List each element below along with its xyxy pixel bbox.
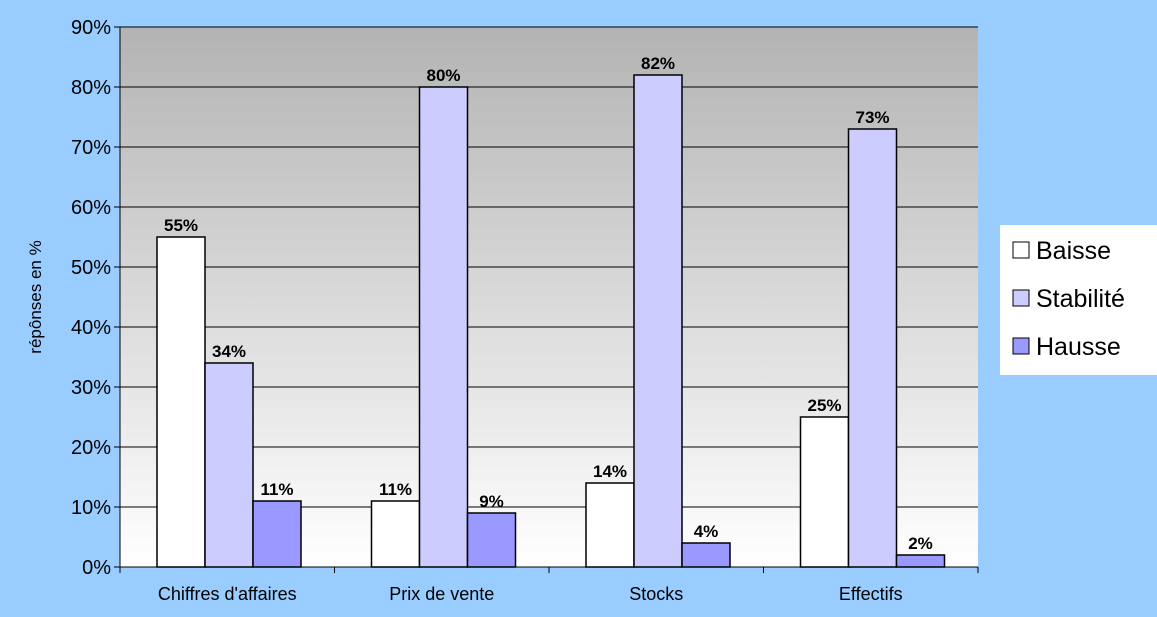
data-labels: 55% 34% 11% 11% 80% 9% 14% 82% 4% 25% 73% 2% (164, 54, 933, 553)
legend-label: Baisse (1036, 237, 1111, 265)
y-tick-label: 60% (71, 197, 111, 219)
data-label: 14% (593, 462, 627, 481)
legend-swatch (1012, 337, 1030, 355)
bar-baisse-1 (156, 236, 206, 568)
data-label: 9% (479, 492, 504, 511)
y-tick-label: 20% (71, 437, 111, 459)
bars (156, 74, 946, 568)
y-tick-label: 80% (71, 77, 111, 99)
legend-swatch (1012, 289, 1030, 307)
bar-hausse-3 (681, 542, 731, 568)
x-tick-label: Chiffres d'affaires (158, 584, 297, 604)
bar-baisse-4 (799, 416, 850, 568)
legend-label: Stabilité (1036, 285, 1125, 313)
y-tick-label: 40% (71, 317, 111, 339)
data-label: 73% (855, 108, 889, 127)
data-label: 11% (260, 480, 293, 499)
legend: Baisse Stabilité Hausse (1012, 237, 1125, 361)
bar-baisse-2 (370, 500, 421, 568)
y-tick-label: 90% (71, 17, 111, 39)
y-axis-title: répônses en % (26, 240, 45, 353)
data-label: 55% (164, 216, 198, 235)
bar-hausse-2 (466, 512, 517, 568)
y-tick-label: 70% (71, 137, 111, 159)
data-label: 82% (641, 54, 675, 73)
legend-swatch (1012, 241, 1030, 259)
bar-baisse-3 (585, 482, 635, 568)
bar-stabilit-3 (633, 74, 683, 568)
x-tick-label: Effectifs (839, 584, 903, 604)
y-tick-label: 50% (71, 257, 111, 279)
data-label: 2% (908, 534, 933, 553)
axes: 0% 10% 20% 30% 40% 50% 60% 70% 80% 90% Chiffres d'… (71, 17, 979, 604)
x-tick-label: Stocks (629, 584, 683, 604)
bar-stabilit-4 (847, 128, 898, 568)
bar-stabilit-2 (418, 86, 469, 568)
data-label: 4% (694, 522, 719, 541)
data-label: 25% (807, 396, 841, 415)
data-label: 80% (426, 66, 460, 85)
data-label: 34% (212, 342, 246, 361)
y-tick-label: 0% (82, 557, 111, 579)
bar-hausse-1 (252, 500, 302, 568)
x-tick-label: Prix de vente (389, 584, 494, 604)
bar-hausse-4 (895, 554, 946, 568)
bar-stabilit-1 (204, 362, 254, 568)
legend-label: Hausse (1036, 333, 1121, 361)
data-label: 11% (379, 480, 412, 499)
y-tick-label: 30% (71, 377, 111, 399)
y-tick-label: 10% (71, 497, 111, 519)
